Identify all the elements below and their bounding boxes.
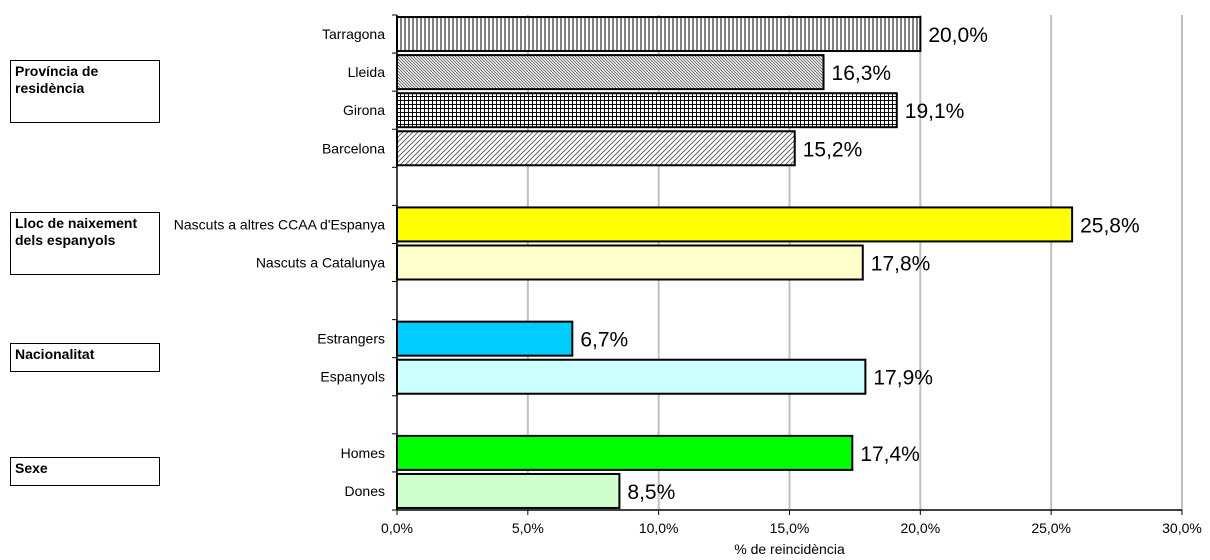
value-label: 17,9% (873, 367, 933, 390)
labels: Tarragona 20,0% Lleida 16,3% Girona 19,1% Barc… (174, 24, 1140, 504)
category-label: Dones (345, 483, 385, 499)
bar-dones (396, 472, 621, 509)
bar-lleida (396, 54, 825, 91)
category-label: Estrangers (317, 331, 385, 347)
x-axis: 0,0% 5,0% 10,0% 15,0% 20,0% 25,0% 30,0% (381, 14, 1202, 536)
category-label: Girona (343, 102, 385, 118)
x-tick-label: 15,0% (770, 520, 810, 536)
bar-espanyols (396, 358, 867, 395)
value-label: 17,8% (871, 253, 931, 276)
group-label-box: Lloc de naixement dels espanyols (10, 212, 160, 275)
bar-girona (396, 92, 898, 129)
group-label-box: Província de residència (10, 60, 160, 123)
value-label: 6,7% (580, 329, 628, 352)
bars (396, 16, 1074, 509)
bar-estrangers (396, 320, 574, 357)
value-label: 16,3% (832, 62, 892, 85)
group-label-box: Nacionalitat (10, 343, 160, 372)
value-label: 8,5% (627, 481, 675, 504)
bar-tarragona (396, 16, 922, 53)
category-label: Homes (341, 445, 385, 461)
x-tick-label: 0,0% (381, 520, 413, 536)
group-label-box: Sexe (10, 457, 160, 486)
bar-nascuts-a-catalunya (396, 244, 864, 281)
bar-homes (396, 434, 854, 471)
x-tick-label: 5,0% (512, 520, 544, 536)
category-label: Nascuts a altres CCAA d'Espanya (174, 216, 385, 232)
category-label: Lleida (348, 64, 386, 80)
category-label: Nascuts a Catalunya (256, 255, 385, 271)
category-label: Tarragona (322, 26, 385, 42)
value-label: 25,8% (1080, 214, 1140, 237)
x-axis-title: % de reincidència (734, 541, 845, 557)
category-label: Barcelona (322, 140, 385, 156)
category-label: Espanyols (320, 369, 385, 385)
bar-nascuts-a-altres-ccaa-d-espanya (396, 206, 1074, 243)
value-label: 17,4% (860, 443, 920, 466)
value-label: 20,0% (928, 24, 988, 47)
x-tick-label: 10,0% (639, 520, 679, 536)
x-tick-label: 30,0% (1162, 520, 1202, 536)
x-tick-label: 20,0% (900, 520, 940, 536)
value-label: 19,1% (905, 100, 965, 123)
value-label: 15,2% (803, 138, 863, 161)
bar-barcelona (396, 130, 796, 167)
x-tick-label: 25,0% (1031, 520, 1071, 536)
